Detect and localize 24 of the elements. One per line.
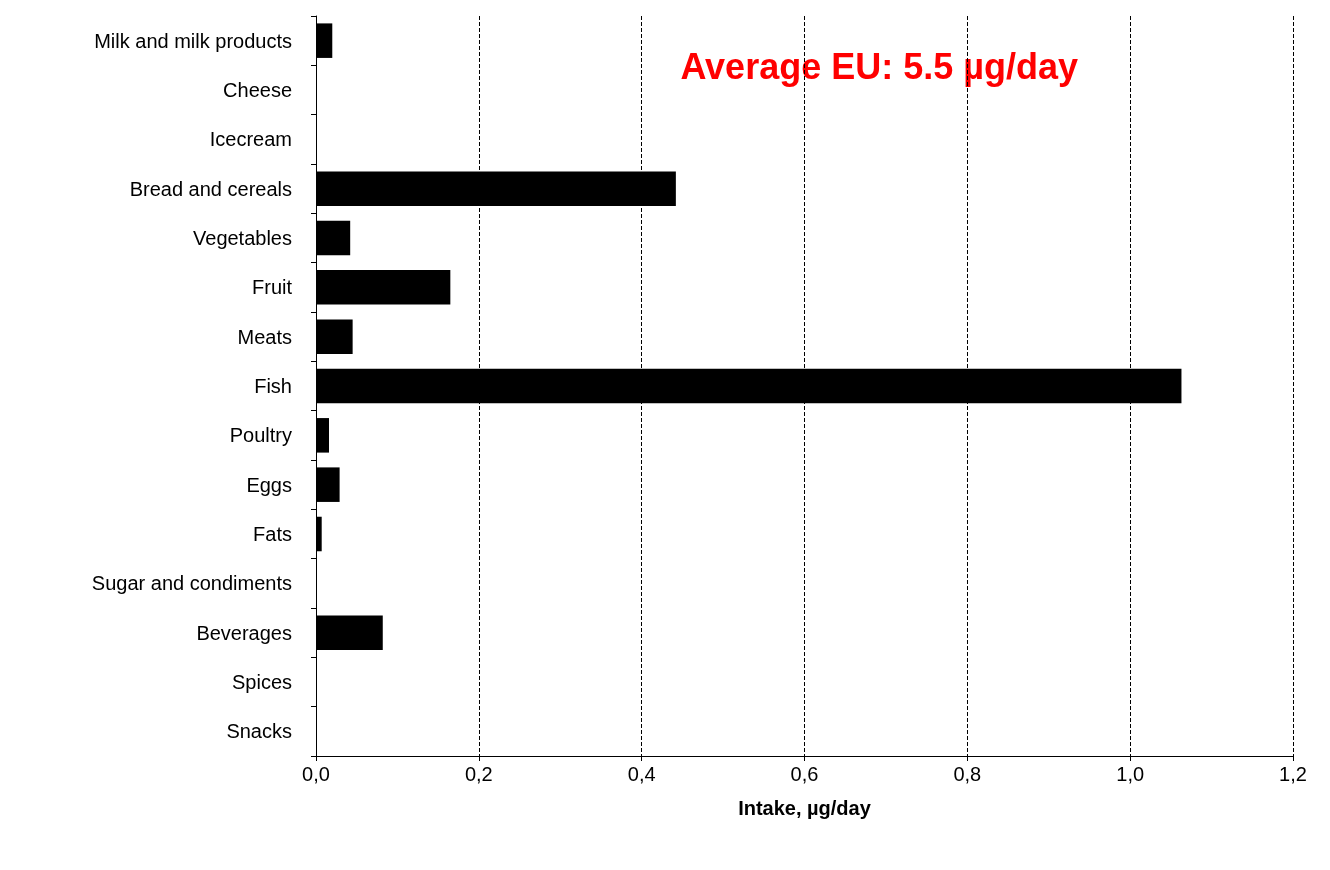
y-tick-label: Spices	[231, 671, 292, 693]
y-tick-label: Milk and milk products	[94, 29, 292, 52]
y-tick-label: Eggs	[246, 473, 292, 496]
y-tick-label: Beverages	[196, 621, 292, 644]
y-tick-label: Vegetables	[193, 227, 292, 249]
x-tick-label: 0,8	[953, 763, 982, 785]
y-tick-label: Bread and cereals	[129, 177, 292, 200]
y-tick-label: Snacks	[226, 720, 292, 743]
x-tick-label: 0,6	[790, 763, 819, 785]
y-tick-label: Icecream	[209, 128, 292, 151]
y-tick-label: Fruit	[252, 276, 293, 299]
y-tick-label: Meats	[237, 325, 292, 348]
x-tick-label: 0,2	[464, 763, 493, 785]
y-tick-label: Sugar and condiments	[91, 572, 292, 595]
x-tick-label: 1,2	[1279, 763, 1307, 785]
y-tick-label: Poultry	[229, 424, 292, 447]
x-tick-label: 0,0	[302, 763, 330, 785]
x-axis-title: Intake, µg/day	[738, 797, 872, 819]
y-tick-label: Fats	[253, 523, 292, 545]
annotation: Average EU: 5.5 µg/day	[680, 45, 1079, 87]
y-tick-label: Fish	[254, 375, 292, 397]
x-tick-label: 1,0	[1116, 763, 1145, 785]
x-tick-label: 0,4	[627, 763, 656, 785]
y-tick-label: Cheese	[223, 79, 292, 101]
